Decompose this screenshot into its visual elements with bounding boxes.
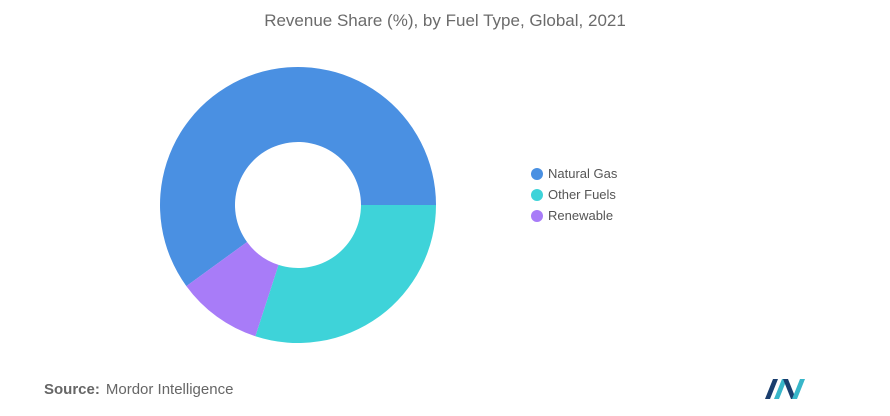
slice-natural-gas (160, 67, 436, 287)
legend-item-renewable: Renewable (531, 205, 617, 226)
slice-other-fuels (255, 205, 436, 343)
legend-label-natural-gas: Natural Gas (548, 166, 618, 181)
mordor-intelligence-logo-icon (765, 379, 805, 399)
source-text: Mordor Intelligence (105, 381, 234, 398)
source-note: Source: Mordor Intelligence (44, 381, 233, 398)
slice-renewable (186, 242, 279, 337)
legend-swatch-natural-gas (531, 167, 543, 180)
logo-shape-center (783, 379, 796, 399)
logo-shape-right (792, 379, 805, 399)
legend-swatch-other-fuels (531, 188, 543, 201)
legend-label-other-fuels: Other Fuels (548, 187, 616, 202)
logo-shape-left (765, 379, 778, 399)
legend-item-natural-gas: Natural Gas (531, 163, 617, 184)
legend-item-other-fuels: Other Fuels (531, 184, 617, 205)
chart-title: Revenue Share (%), by Fuel Type, Global,… (264, 11, 626, 30)
legend-label-renewable: Renewable (548, 208, 614, 223)
legend-swatch-renewable (531, 209, 543, 222)
logo-shape-middle (774, 379, 787, 399)
chart-legend: Natural Gas Other Fuels Renewable (531, 163, 617, 226)
source-label: Source: (44, 381, 100, 398)
